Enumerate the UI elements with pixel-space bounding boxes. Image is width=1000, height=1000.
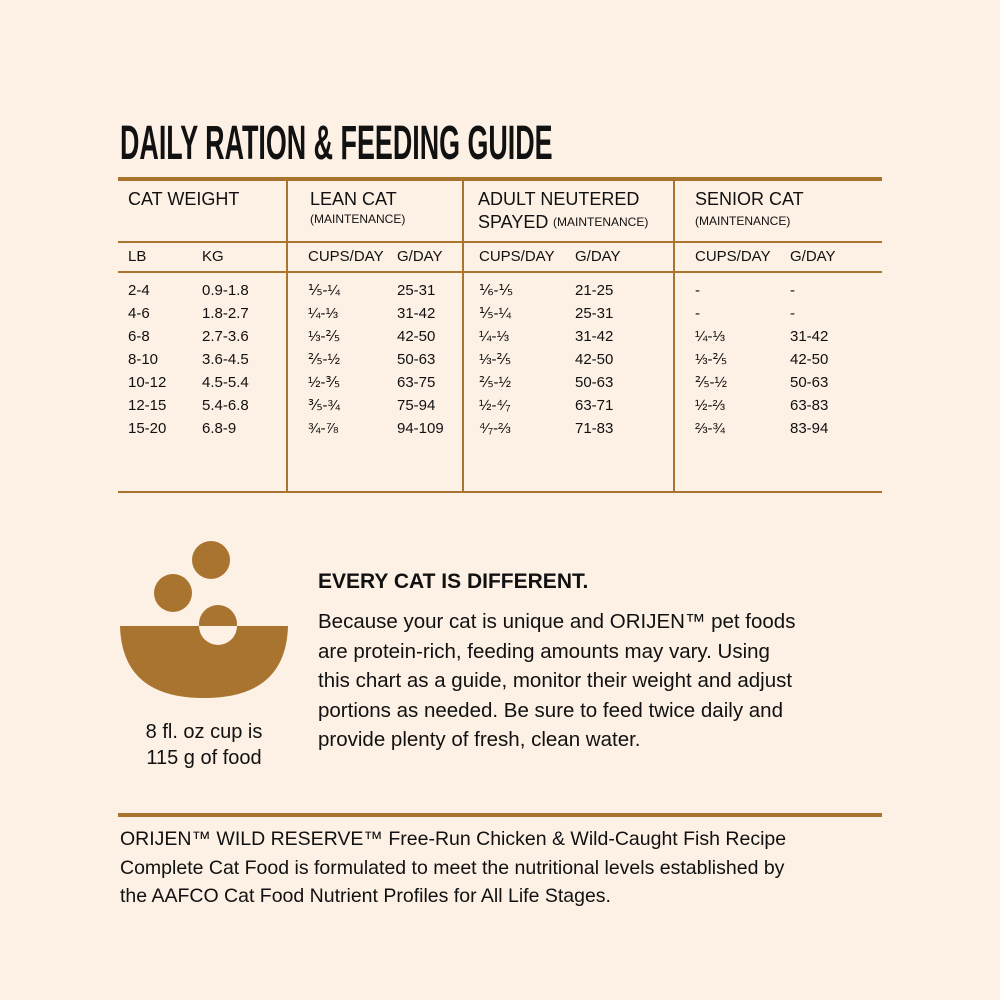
table-cell: 31-42	[575, 328, 614, 345]
table-cell: ⅕-¼	[479, 305, 512, 322]
subheader: G/DAY	[397, 248, 443, 265]
table-cell: ¼-⅓	[308, 305, 339, 322]
group-header: SPAYED	[478, 212, 549, 232]
footer-line: Complete Cat Food is formulated to meet …	[120, 856, 785, 879]
info-line: provide plenty of fresh, clean water.	[318, 728, 641, 751]
bowl-icon	[120, 541, 288, 698]
table-cell: 21-25	[575, 282, 614, 299]
table-cell: ⅓-⅖	[479, 351, 512, 368]
table-cell: 4.5-5.4	[202, 374, 249, 391]
column-divider	[673, 180, 675, 492]
rule	[118, 241, 882, 243]
table-cell: 42-50	[790, 351, 829, 368]
info-heading: EVERY CAT IS DIFFERENT.	[318, 570, 589, 593]
cup-note: 115 g of food	[146, 747, 262, 769]
table-cell: 5.4-6.8	[202, 397, 249, 414]
rule	[118, 491, 882, 493]
table-cell: 63-75	[397, 374, 436, 391]
table-cell: 50-63	[790, 374, 829, 391]
table-cell: -	[790, 305, 795, 322]
table-cell: ¼-⅓	[695, 328, 726, 345]
table-cell: 8-10	[128, 351, 159, 368]
table-cell: 31-42	[397, 305, 436, 322]
table-cell: 4-6	[128, 305, 150, 322]
table-cell: ⅙-⅕	[479, 282, 514, 299]
table-cell: 94-109	[397, 420, 444, 437]
subheader: CUPS/DAY	[695, 248, 771, 265]
table-cell: ⅓-⅖	[308, 328, 341, 345]
table-cell: ⅓-⅖	[695, 351, 728, 368]
table-cell: 25-31	[575, 305, 614, 322]
table-cell: 10-12	[128, 374, 167, 391]
table-cell: 71-83	[575, 420, 614, 437]
table-cell: 6.8-9	[202, 420, 237, 437]
table-cell: 75-94	[397, 397, 436, 414]
table-cell: ⅕-¼	[308, 282, 341, 299]
table-cell: ⁴⁄₇-⅔	[479, 420, 511, 437]
rule	[118, 813, 882, 817]
table-cell: ½-⁴⁄₇	[479, 397, 511, 414]
footer-line: ORIJEN™ WILD RESERVE™ Free-Run Chicken &…	[120, 828, 787, 850]
subheader: KG	[202, 248, 224, 265]
table-cell: ⅔-¾	[695, 420, 726, 437]
info-line: are protein-rich, feeding amounts may va…	[318, 639, 770, 663]
table-cell: 50-63	[575, 374, 614, 391]
info-line: this chart as a guide, monitor their wei…	[318, 669, 793, 692]
group-note: (MAINTENANCE)	[553, 215, 649, 229]
subheader: G/DAY	[575, 248, 621, 265]
title: DAILY RATION & FEEDING GUIDE	[120, 117, 553, 170]
table-cell: 50-63	[397, 351, 436, 368]
table-cell: 12-15	[128, 397, 167, 414]
table-cell: 63-71	[575, 397, 614, 414]
table-cell: ½-⅔	[695, 397, 726, 414]
column-divider	[462, 180, 464, 492]
table-cell: -	[695, 282, 700, 299]
table-cell: ⅖-½	[479, 374, 512, 391]
table-cell: 63-83	[790, 397, 829, 414]
table-cell: 1.8-2.7	[202, 305, 249, 322]
group-header: CAT WEIGHT	[128, 189, 240, 209]
rule	[118, 177, 882, 181]
group-header: SENIOR CAT	[695, 189, 804, 209]
table-cell: ⅗-¾	[308, 397, 341, 414]
table-cell: 6-8	[128, 328, 150, 345]
table-cell: ¼-⅓	[479, 328, 510, 345]
table-cell: 31-42	[790, 328, 829, 345]
table-cell: 25-31	[397, 282, 436, 299]
subheader: CUPS/DAY	[479, 248, 555, 265]
table-cell: 2.7-3.6	[202, 328, 249, 345]
footer-line: the AAFCO Cat Food Nutrient Profiles for…	[120, 885, 611, 907]
table-cell: -	[790, 282, 795, 299]
table-cell: ½-⅗	[308, 374, 341, 391]
table-cell: -	[695, 305, 700, 322]
group-header: LEAN CAT	[310, 189, 397, 209]
table-cell: 83-94	[790, 420, 829, 437]
table-cell: ⅖-½	[695, 374, 728, 391]
table-cell: ⅖-½	[308, 351, 341, 368]
rule	[118, 271, 882, 273]
table-cell: ¾-⅞	[308, 420, 339, 437]
group-note: (MAINTENANCE)	[695, 214, 791, 228]
table-cell: 0.9-1.8	[202, 282, 249, 299]
table-cell: 42-50	[397, 328, 436, 345]
info-line: portions as needed. Be sure to feed twic…	[318, 698, 783, 722]
column-divider	[286, 180, 288, 492]
subheader: CUPS/DAY	[308, 248, 384, 265]
subheader: LB	[128, 248, 147, 265]
group-note: (MAINTENANCE)	[310, 212, 406, 226]
subheader: G/DAY	[790, 248, 836, 265]
cup-note: 8 fl. oz cup is	[145, 721, 263, 743]
table-cell: 2-4	[128, 282, 150, 299]
group-header: ADULT NEUTERED	[478, 189, 640, 209]
info-line: Because your cat is unique and ORIJEN™ p…	[318, 610, 796, 633]
table-cell: 3.6-4.5	[202, 351, 249, 368]
table-cell: 15-20	[128, 420, 167, 437]
table-cell: 42-50	[575, 351, 614, 368]
